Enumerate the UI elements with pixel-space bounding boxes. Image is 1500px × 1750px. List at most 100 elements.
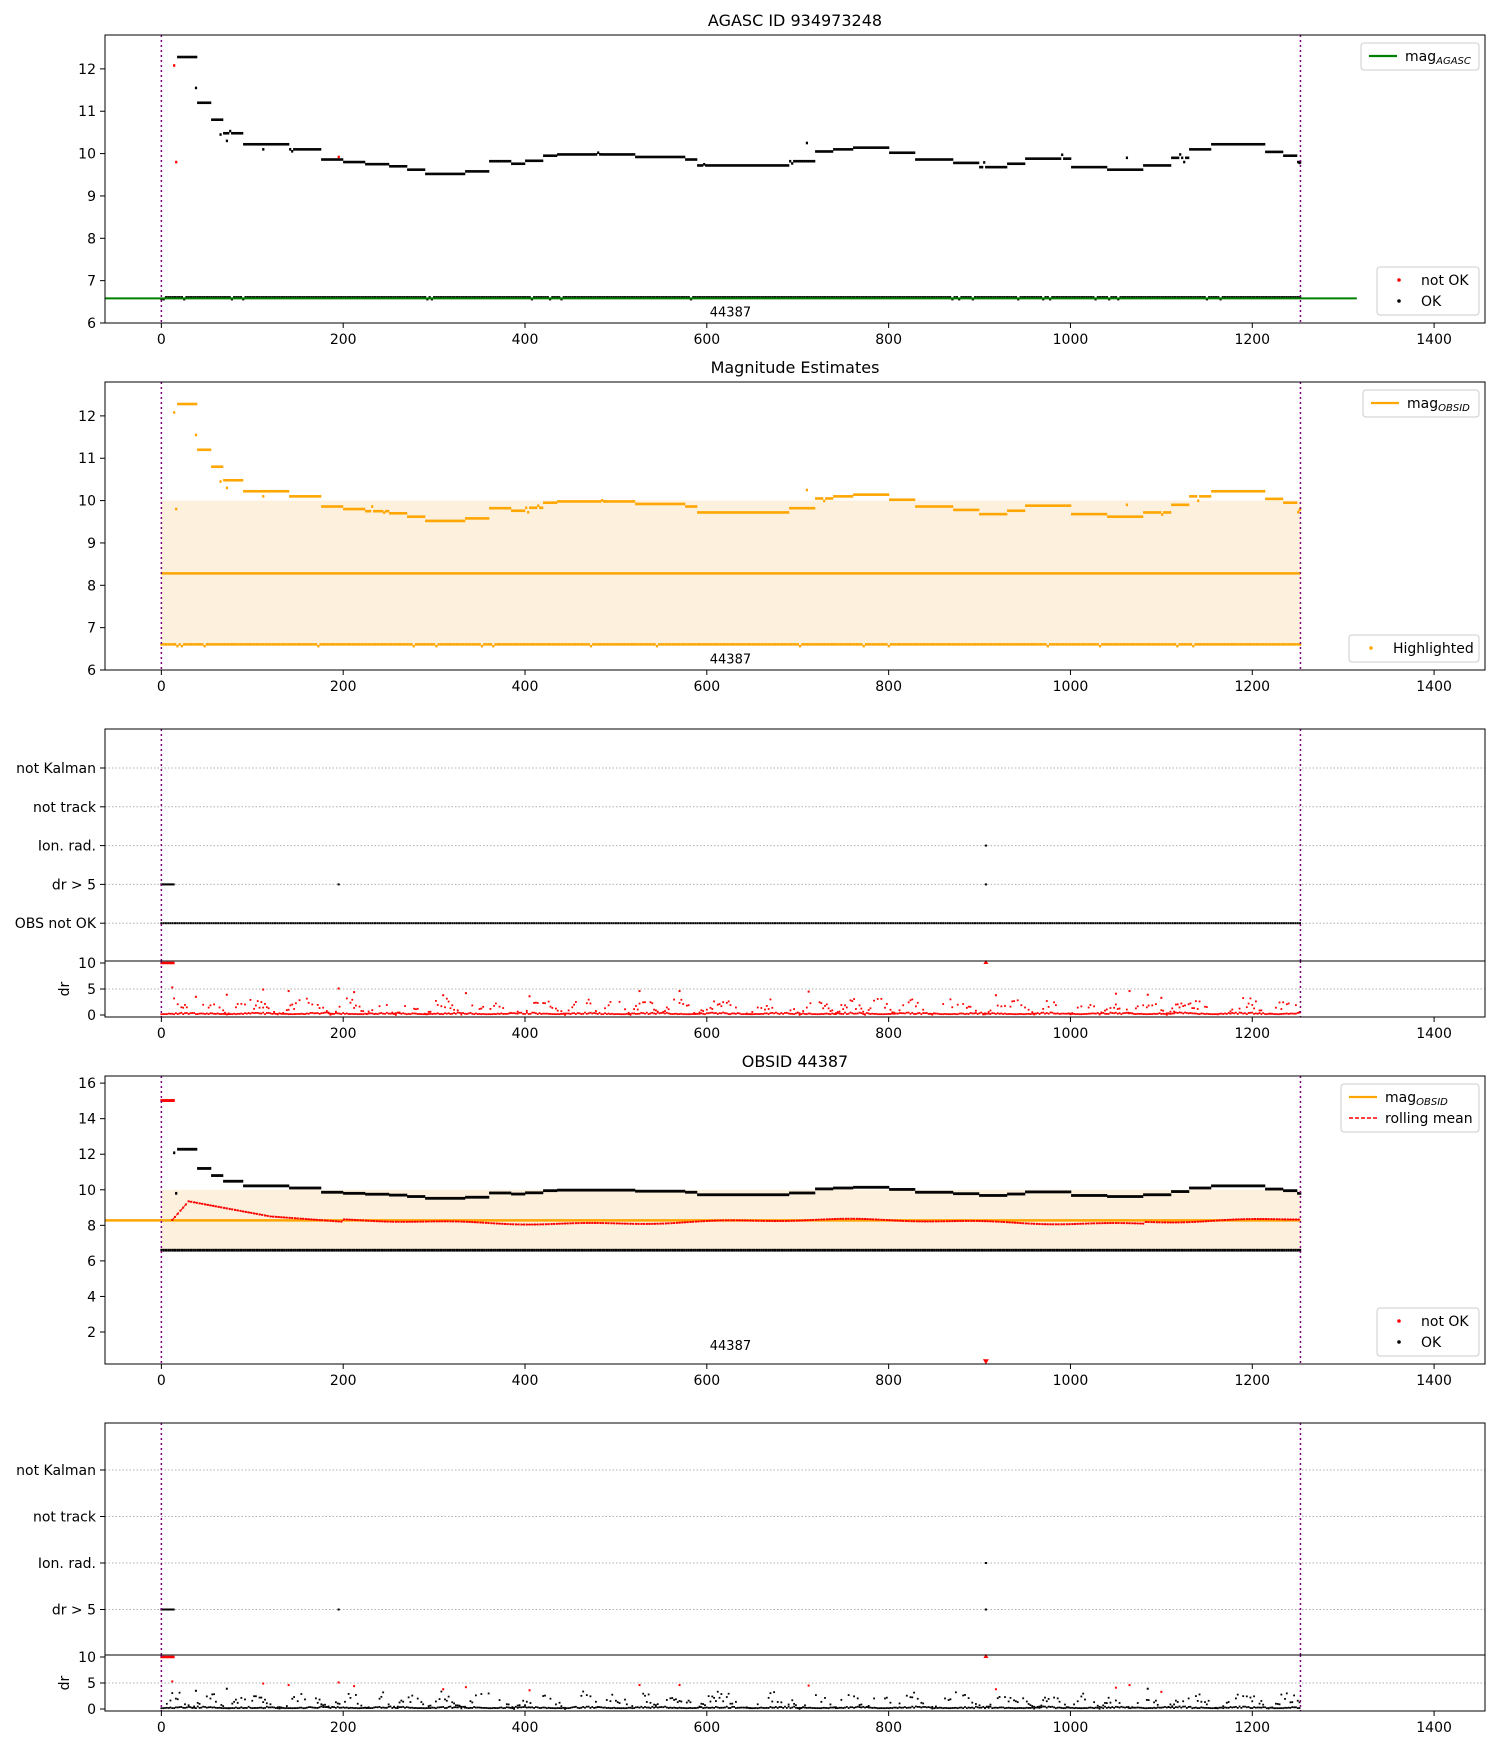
dr-point	[749, 1013, 752, 1016]
mag-point	[1237, 1184, 1240, 1188]
mag-point	[1113, 515, 1116, 518]
mag-point-baseline	[560, 1248, 563, 1252]
mag-point-baseline	[587, 296, 590, 299]
mag-point-baseline	[692, 1248, 695, 1252]
mag-point-baseline	[767, 296, 770, 299]
mag-point-baseline	[910, 296, 913, 299]
mag-point	[381, 509, 384, 513]
flag-point	[1174, 922, 1176, 925]
mag-point	[461, 172, 464, 176]
mag-point	[663, 155, 666, 159]
mag-point-baseline	[867, 1248, 870, 1252]
mag-point-baseline	[178, 296, 181, 299]
flag-point	[169, 883, 172, 886]
dr-point	[682, 1013, 685, 1016]
mag-point	[291, 1186, 294, 1190]
mag-point-baseline	[1244, 643, 1247, 646]
dr-point	[1251, 1011, 1254, 1014]
flag-point	[242, 922, 245, 925]
mag-point	[277, 1184, 280, 1188]
dr-point	[1002, 1013, 1005, 1015]
dr-point	[1042, 1011, 1045, 1014]
flag-point	[1030, 922, 1033, 925]
mag-point-baseline	[764, 643, 768, 646]
mag-point-baseline	[653, 1248, 656, 1252]
mag-point	[787, 1193, 790, 1197]
mag-point	[783, 1193, 786, 1197]
flag-point	[937, 922, 940, 925]
dr-point	[1213, 1013, 1215, 1016]
mag-point	[1169, 164, 1172, 167]
mag-point-baseline	[930, 643, 934, 646]
dr-point	[567, 1009, 570, 1012]
dr-point	[698, 1012, 701, 1015]
mag-point	[1037, 504, 1040, 507]
mag-point-baseline	[737, 1248, 740, 1252]
mag-point	[347, 160, 350, 164]
mag-point-baseline	[999, 1248, 1002, 1252]
mag-point-baseline	[1014, 643, 1018, 646]
mag-point	[209, 448, 212, 452]
mag-point-baseline	[999, 296, 1002, 299]
dr-point	[587, 1012, 590, 1015]
dr-point	[400, 1012, 403, 1015]
flag-point	[1146, 922, 1149, 925]
mag-point	[1029, 504, 1032, 507]
dr-point	[744, 1013, 746, 1015]
mag-point	[1171, 503, 1174, 507]
mag-point	[891, 151, 894, 155]
mag-point-baseline	[817, 296, 820, 299]
flag-point	[1051, 922, 1054, 925]
mag-point	[331, 158, 334, 161]
mag-point-baseline	[324, 1248, 327, 1252]
mag-point	[741, 164, 744, 167]
rolling-mean-point	[471, 1221, 474, 1224]
mag-point-baseline	[333, 1248, 336, 1252]
mag-point-baseline	[785, 643, 788, 646]
mag-point-baseline	[810, 643, 813, 646]
chart-title: Magnitude Estimates	[711, 358, 880, 377]
mag-point	[343, 507, 346, 511]
flag-point	[851, 922, 854, 925]
mag-point-baseline	[694, 1248, 697, 1252]
mag-point	[865, 146, 868, 149]
mag-point	[1051, 504, 1054, 507]
mag-point	[465, 170, 468, 173]
mag-point-baseline	[701, 643, 704, 646]
mag-point-baseline	[1044, 296, 1047, 299]
dr-point	[476, 1013, 479, 1015]
mag-point	[887, 146, 890, 149]
mag-point	[1197, 1186, 1200, 1190]
mag-point-baseline	[403, 1248, 406, 1252]
mag-point	[1035, 1190, 1038, 1194]
dr-point	[1231, 1012, 1234, 1014]
mag-point-baseline	[369, 1248, 372, 1252]
mag-point-baseline	[217, 1248, 220, 1252]
flag-point	[294, 922, 297, 925]
mag-point	[1251, 489, 1254, 493]
mag-point-baseline	[853, 296, 856, 299]
mag-point-baseline	[199, 1248, 202, 1252]
mag-point-baseline	[299, 643, 302, 646]
mag-point	[581, 500, 584, 503]
mag-point	[361, 160, 364, 164]
mag-point	[1223, 489, 1226, 493]
mag-point-baseline	[637, 643, 640, 646]
flag-point	[901, 922, 904, 925]
mag-point	[457, 172, 460, 176]
mag-point	[1275, 497, 1278, 501]
mag-point	[541, 159, 544, 163]
mag-point	[317, 1186, 320, 1190]
mag-point-baseline	[774, 296, 777, 299]
dr-point	[693, 1012, 695, 1014]
dr-point	[480, 1007, 483, 1010]
mag-point-baseline	[539, 1248, 543, 1252]
rolling-mean-point	[400, 1220, 403, 1223]
mag-point-baseline	[1242, 1248, 1245, 1252]
mag-point	[1247, 142, 1250, 146]
flag-point	[1167, 922, 1170, 925]
mag-point-baseline	[839, 643, 843, 646]
mag-point-baseline	[926, 1248, 929, 1252]
dr-point-high	[807, 990, 810, 993]
dr-point	[691, 1013, 694, 1016]
